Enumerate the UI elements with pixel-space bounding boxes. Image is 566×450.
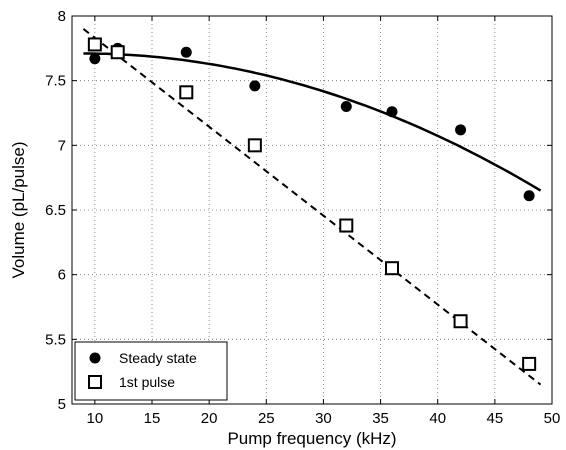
x-tick-label: 30 [315,410,332,427]
point-1st-pulse [453,314,468,329]
point-steady-state [340,101,352,113]
legend-marker-1st-pulse [88,375,102,389]
y-tick-label: 6 [58,267,66,284]
point-1st-pulse [110,45,125,60]
point-steady-state [523,190,535,202]
tick-labels: 10 15 20 25 30 35 40 45 50 5 5.5 6 6.5 7 7.5 8 [45,8,560,427]
legend-box [74,341,228,401]
y-tick-label: 7.5 [45,73,66,90]
point-steady-state [455,124,467,136]
y-tick-label: 6.5 [45,202,66,219]
point-1st-pulse [247,138,262,153]
x-tick-label: 20 [201,410,218,427]
point-1st-pulse [385,261,399,276]
point-steady-state [89,53,101,65]
legend: Steady state 1st pulse [74,341,228,401]
y-tick-label: 5 [58,396,66,413]
x-tick-label: 10 [87,410,104,427]
y-tick-label: 7 [58,137,66,154]
x-tick-label: 50 [544,410,561,427]
x-tick-label: 40 [429,410,446,427]
point-steady-state [386,106,398,118]
x-tick-label: 35 [372,410,389,427]
y-axis-label: Volume (pL/pulse) [9,141,28,278]
legend-label-steady-state: Steady state [119,350,197,366]
grid-lines [72,16,552,404]
point-1st-pulse [339,218,354,233]
x-tick-label: 15 [144,410,161,427]
point-steady-state [180,46,192,58]
legend-marker-steady-state [89,352,101,364]
y-tick-label: 5.5 [45,331,66,348]
data-points [87,37,537,371]
x-tick-label: 45 [487,410,504,427]
point-1st-pulse [522,356,537,371]
y-tick-label: 8 [58,8,66,25]
x-axis-label: Pump frequency (kHz) [227,429,396,448]
point-1st-pulse [87,37,102,52]
point-steady-state [249,80,261,92]
point-1st-pulse [179,85,194,100]
legend-label-1st-pulse: 1st pulse [119,374,175,390]
x-tick-label: 25 [258,410,275,427]
fit-line-steady-state [83,52,542,192]
